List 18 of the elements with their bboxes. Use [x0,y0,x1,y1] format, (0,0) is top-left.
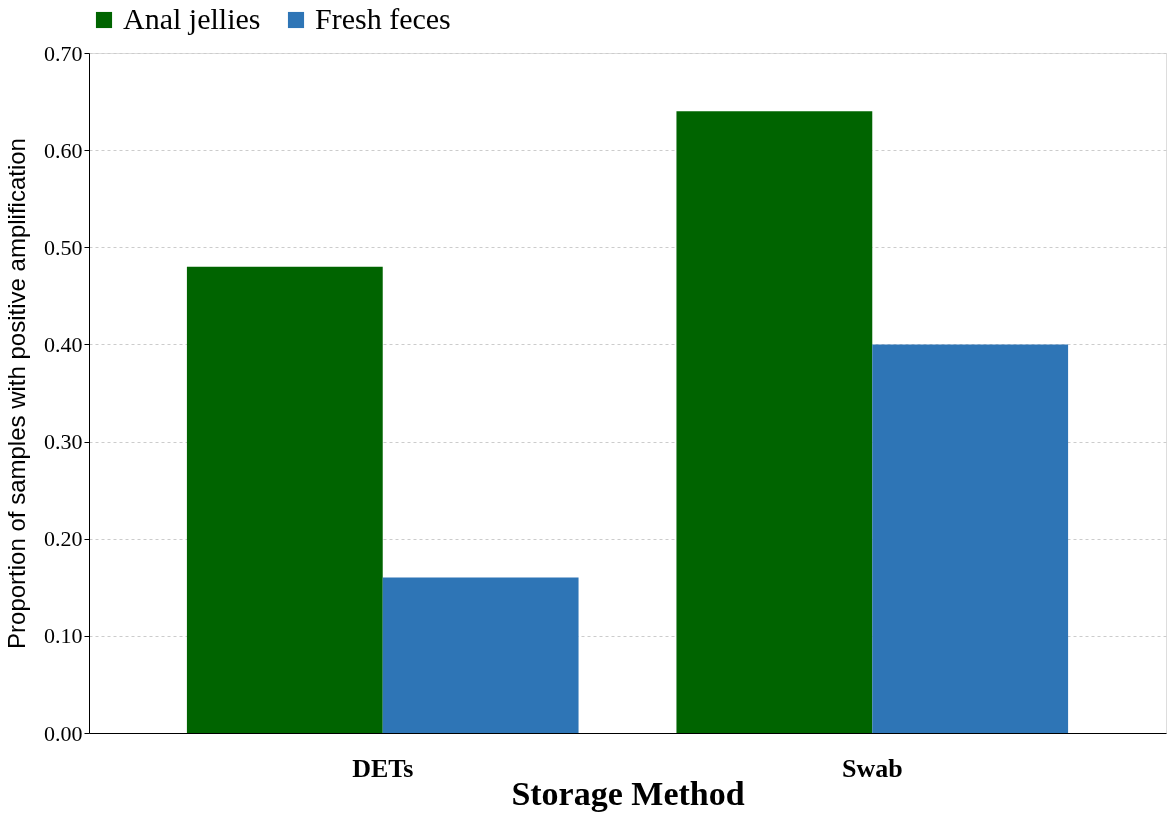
bar [676,111,873,733]
y-tick-label: 0.40 [44,331,83,357]
y-axis-title: Proportion of samples with positive amplification [3,138,30,649]
y-tick-label: 0.10 [44,623,83,649]
legend-label: Fresh feces [315,2,451,35]
legend-label: Anal jellies [123,2,261,35]
y-tick-label: 0.60 [44,137,83,163]
x-tick-label: Swab [841,753,903,783]
y-tick-label: 0.70 [44,40,83,66]
y-tick-label: 0.30 [44,429,83,455]
y-tick-label: 0.20 [44,526,83,552]
x-tick-label: DETs [352,753,414,783]
bar [382,577,579,733]
x-axis-title: Storage Method [511,774,745,812]
bar [872,344,1069,733]
y-tick-label: 0.00 [44,720,83,746]
bar [186,266,383,733]
y-tick-label: 0.50 [44,234,83,260]
